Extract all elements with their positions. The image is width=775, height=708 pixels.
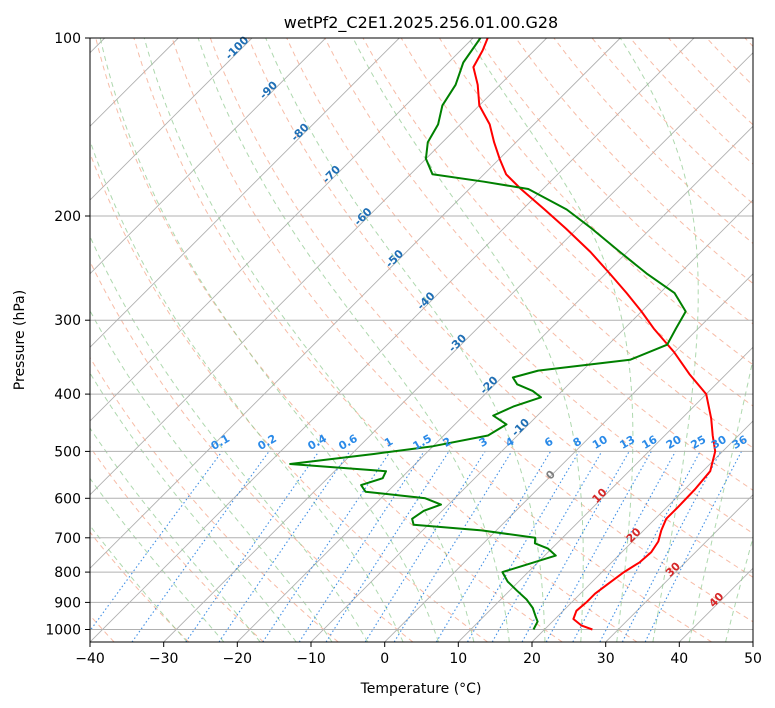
x-tick-label: 10 bbox=[449, 651, 467, 667]
isotherm-line bbox=[90, 38, 400, 348]
background-reference-lines bbox=[90, 38, 753, 642]
isotherm-line bbox=[90, 38, 695, 642]
x-tick-label: −40 bbox=[75, 651, 105, 667]
y-tick-label: 800 bbox=[54, 565, 81, 581]
moist-adiabat-line bbox=[143, 38, 475, 642]
mixing-ratio-line bbox=[262, 451, 391, 642]
mixing-ratio-line bbox=[185, 451, 320, 642]
mixing-ratio-line bbox=[644, 451, 742, 642]
mixing-ratio-line bbox=[572, 451, 676, 642]
moist-adiabat-line bbox=[90, 427, 261, 642]
x-tick-label: −20 bbox=[223, 651, 253, 667]
dry-adiabat-line bbox=[324, 38, 753, 491]
x-tick-label: 20 bbox=[523, 651, 541, 667]
isotherm-line bbox=[384, 273, 753, 642]
dry-adiabat-line bbox=[209, 38, 753, 623]
dry-adiabat-line bbox=[362, 38, 753, 449]
moist-adiabat-line bbox=[90, 372, 297, 642]
dry-adiabat-line bbox=[553, 38, 753, 245]
y-tick-label: 700 bbox=[54, 531, 81, 547]
mixing-ratio-line bbox=[218, 451, 351, 642]
y-tick-label: 100 bbox=[54, 31, 81, 47]
moist-adiabat-line bbox=[90, 524, 188, 642]
x-tick-label: −30 bbox=[149, 651, 179, 667]
mixing-ratio-line bbox=[621, 451, 722, 642]
x-tick-label: −10 bbox=[296, 651, 326, 667]
moist-adiabat-line bbox=[352, 38, 584, 642]
x-tick-label: 30 bbox=[597, 651, 615, 667]
moist-adiabat-line bbox=[90, 477, 225, 642]
dry-adiabat-line bbox=[591, 38, 753, 205]
mixing-ratio-line bbox=[521, 451, 630, 642]
y-tick-label: 200 bbox=[54, 209, 81, 225]
dry-adiabat-line bbox=[90, 356, 339, 642]
plot-background bbox=[90, 38, 753, 642]
isotherm-line bbox=[531, 420, 753, 642]
dewpoint-line bbox=[289, 38, 687, 630]
moist-adiabat-line bbox=[265, 38, 546, 642]
dry-adiabat-line bbox=[90, 531, 190, 642]
mixing-ratio-line bbox=[90, 451, 223, 632]
isotherm-line bbox=[90, 38, 474, 422]
chart-title: wetPf2_C2E1.2025.256.01.00.G28 bbox=[284, 13, 558, 33]
x-axis-ticks: −40 −30 −20 −10 0 10 20 30 40 50 bbox=[75, 642, 762, 667]
pressure-gridlines bbox=[90, 38, 753, 630]
dry-adiabat-line bbox=[438, 38, 753, 366]
dry-adiabat-line bbox=[90, 260, 414, 642]
isotherm-line bbox=[310, 199, 753, 642]
dry-adiabat-line bbox=[515, 38, 753, 285]
x-tick-label: 50 bbox=[744, 651, 762, 667]
x-tick-label: 0 bbox=[380, 651, 389, 667]
mixing-ratio-line bbox=[131, 451, 270, 642]
plot-frame bbox=[89, 37, 754, 643]
dry-adiabat-line bbox=[133, 38, 638, 642]
y-tick-label: 300 bbox=[54, 313, 81, 329]
moist-adiabat-line bbox=[90, 235, 369, 642]
mixing-ratio-line bbox=[545, 451, 652, 642]
mixing-ratio-line bbox=[298, 451, 425, 642]
profile-lines bbox=[289, 38, 717, 631]
isotherm-line bbox=[236, 125, 753, 642]
isotherm-line bbox=[90, 38, 621, 569]
dry-adiabat-line bbox=[248, 38, 753, 578]
isotherm-line bbox=[90, 38, 327, 275]
moist-adiabat-line bbox=[619, 38, 699, 642]
isotherm-line bbox=[457, 346, 753, 642]
isotherm-line bbox=[605, 494, 753, 642]
isotherm-line bbox=[90, 38, 253, 201]
y-axis-label: Pressure (hPa) bbox=[12, 290, 28, 390]
dry-adiabat-line bbox=[400, 38, 753, 407]
isotherm-line bbox=[90, 38, 548, 496]
y-axis-ticks: 100 200 300 400 500 600 700 800 900 1000 bbox=[45, 31, 90, 639]
x-axis-label: Temperature (°C) bbox=[360, 681, 482, 697]
isotherm-line bbox=[163, 52, 753, 642]
y-tick-label: 1000 bbox=[45, 623, 81, 639]
temperature-line bbox=[472, 38, 717, 631]
dry-adiabat-line bbox=[286, 38, 753, 534]
moist-adiabat-line bbox=[90, 139, 404, 642]
isotherm-line bbox=[752, 641, 753, 642]
mixing-ratio-line bbox=[325, 451, 450, 642]
moist-adiabat-line bbox=[99, 38, 439, 642]
x-tick-label: 40 bbox=[670, 651, 688, 667]
y-tick-label: 500 bbox=[54, 444, 81, 460]
y-tick-label: 900 bbox=[54, 595, 81, 611]
y-tick-label: 600 bbox=[54, 491, 81, 507]
y-tick-label: 400 bbox=[54, 387, 81, 403]
mixing-ratio-line bbox=[393, 451, 513, 642]
